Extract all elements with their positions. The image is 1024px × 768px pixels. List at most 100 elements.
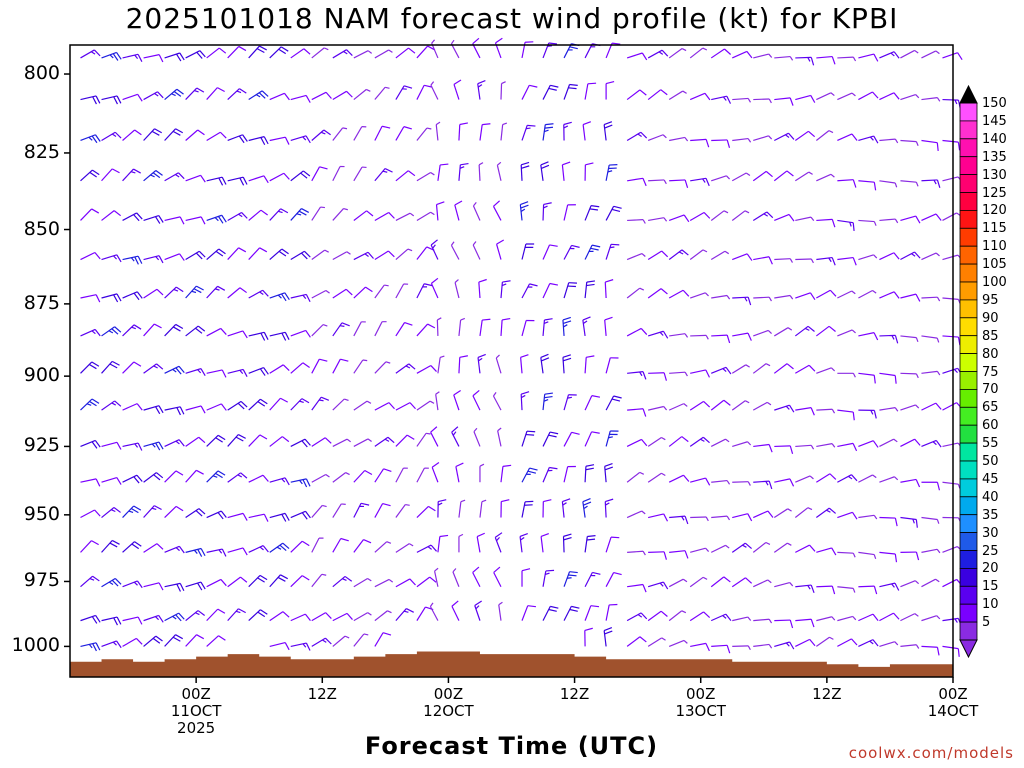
- wind-barb: [80, 642, 101, 652]
- wind-barb-feather: [661, 250, 669, 258]
- wind-barb-staff: [689, 576, 704, 588]
- wind-barb-staff: [143, 582, 160, 588]
- wind-barb-feather: [325, 91, 332, 99]
- colorbar-label: 45: [982, 471, 999, 487]
- wind-barb-feather: [339, 325, 345, 327]
- wind-barb-feather: [829, 473, 837, 480]
- wind-barb: [416, 544, 438, 553]
- wind-barb-feather: [957, 142, 961, 151]
- wind-barb-staff: [689, 92, 706, 101]
- wind-barb-feather: [304, 250, 311, 258]
- wind-barb-feather: [873, 221, 877, 226]
- wind-barb-feather: [345, 472, 350, 476]
- wind-barb-feather: [133, 505, 142, 511]
- wind-barb-feather: [744, 542, 752, 550]
- wind-barb-staff: [816, 616, 833, 622]
- wind-barb-feather: [705, 335, 709, 340]
- wind-barb-staff: [395, 47, 409, 59]
- wind-barb: [648, 513, 669, 522]
- wind-barb-staff: [429, 606, 439, 621]
- wind-barb-feather: [915, 141, 919, 146]
- colorbar-band: [959, 514, 978, 534]
- wind-barb-staff: [648, 179, 665, 182]
- wind-barb-feather: [459, 122, 468, 126]
- wind-barb: [815, 130, 834, 141]
- wind-barb: [290, 613, 311, 622]
- wind-barb-staff: [269, 574, 281, 588]
- wind-barb-feather: [260, 137, 266, 146]
- wind-barb-feather: [683, 214, 690, 223]
- wind-barb-staff: [206, 327, 222, 337]
- wind-barb-feather: [158, 582, 164, 591]
- wind-barb: [416, 505, 436, 518]
- wind-barb: [669, 550, 689, 559]
- wind-barb: [542, 466, 558, 483]
- wind-barb: [248, 545, 269, 553]
- wind-barb-staff: [395, 283, 405, 299]
- wind-barb-feather: [705, 139, 710, 148]
- wind-barb: [164, 172, 185, 182]
- wind-barb: [122, 324, 142, 337]
- wind-barb: [101, 293, 122, 303]
- wind-barb-feather: [215, 288, 220, 291]
- wind-barb-feather: [604, 466, 614, 471]
- wind-barb: [668, 436, 689, 447]
- wind-barb-feather: [569, 571, 578, 574]
- wind-barb-staff: [122, 637, 137, 647]
- wind-barb-feather: [93, 49, 101, 57]
- wind-barb-feather: [302, 136, 307, 141]
- wind-barb-staff: [500, 319, 503, 336]
- wind-barb-feather: [196, 634, 205, 640]
- wind-barb-feather: [200, 368, 206, 376]
- wind-barb-feather: [482, 123, 491, 126]
- wind-barb-staff: [816, 443, 833, 448]
- wind-barb-staff: [711, 95, 728, 101]
- wind-barb-feather: [603, 627, 613, 632]
- wind-barb-feather: [280, 208, 289, 214]
- wind-barb-feather: [111, 328, 119, 335]
- wind-barb: [458, 499, 466, 518]
- wind-barb: [227, 608, 246, 622]
- wind-barb-feather: [583, 505, 588, 510]
- wind-barb-staff: [921, 179, 938, 182]
- wind-barb-feather: [305, 95, 311, 103]
- wind-barb: [795, 618, 815, 628]
- wind-barb: [290, 48, 311, 59]
- wind-barb-staff: [668, 436, 683, 447]
- wind-barb-feather: [684, 550, 689, 559]
- wind-barb: [122, 541, 142, 553]
- wind-barb-staff: [395, 126, 405, 141]
- credit-text[interactable]: coolwx.com/models: [848, 744, 1014, 762]
- wind-barb-feather: [681, 48, 687, 52]
- wind-barb: [290, 510, 311, 520]
- wind-barb-staff: [353, 400, 368, 411]
- wind-barb-staff: [430, 431, 439, 447]
- wind-barb-feather: [437, 502, 443, 506]
- wind-barb-feather: [810, 216, 815, 222]
- wind-barb-feather: [111, 402, 116, 406]
- wind-barb-staff: [605, 430, 611, 447]
- wind-barb-feather: [154, 323, 162, 329]
- wind-barb-staff: [582, 501, 586, 518]
- wind-barb: [647, 89, 668, 101]
- wind-barb: [774, 213, 795, 222]
- wind-barb: [669, 179, 689, 189]
- wind-barb-staff: [879, 551, 896, 555]
- wind-barb-feather: [568, 574, 577, 577]
- wind-barb-staff: [395, 504, 406, 518]
- wind-barb-feather: [869, 136, 874, 141]
- wind-barb-feather: [785, 642, 790, 647]
- wind-barb-feather: [828, 257, 832, 263]
- wind-barb-staff: [332, 288, 347, 299]
- colorbar-label: 20: [982, 561, 999, 577]
- wind-barb: [710, 576, 731, 588]
- wind-barb-feather: [200, 174, 206, 183]
- wind-barb: [206, 548, 227, 557]
- wind-barb-feather: [384, 86, 390, 89]
- wind-barb: [122, 580, 143, 589]
- wind-barb-staff: [353, 126, 363, 141]
- wind-barb: [395, 434, 415, 447]
- wind-barb-staff: [227, 434, 239, 447]
- wind-barb-feather: [637, 133, 642, 137]
- wind-barb: [921, 481, 941, 491]
